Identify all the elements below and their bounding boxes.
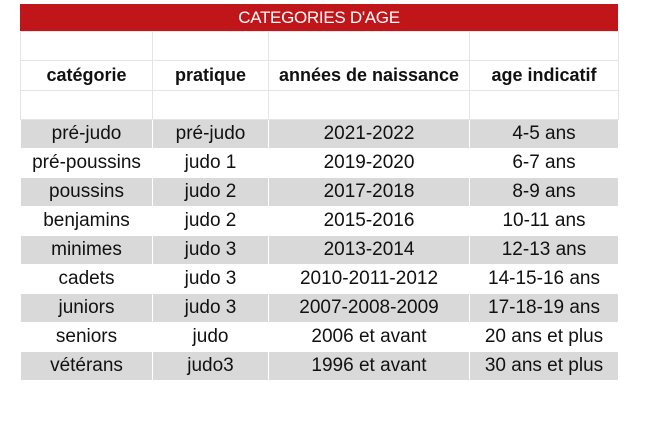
table-cell: 2006 et avant (268, 322, 470, 352)
table-cell (20, 31, 153, 61)
table-cell: 10-11 ans (469, 206, 619, 236)
table-row: vétérans judo3 1996 et avant 30 ans et plus (20, 351, 619, 381)
table-cell: pré-judo (152, 119, 269, 149)
table-cell: 1996 et avant (268, 351, 470, 381)
table-cell: judo 3 (152, 264, 269, 294)
table-cell: 12-13 ans (469, 235, 619, 265)
table-cell: benjamins (20, 206, 153, 236)
table-cell (152, 31, 269, 61)
table-cell (268, 31, 470, 61)
table-cell: 6-7 ans (469, 148, 619, 178)
table-cell: 4-5 ans (469, 119, 619, 149)
table-cell: cadets (20, 264, 153, 294)
table-cell: minimes (20, 235, 153, 265)
table-row: cadets judo 3 2010-2011-2012 14-15-16 ans (20, 264, 619, 294)
table-cell: poussins (20, 177, 153, 207)
age-table: CATEGORIES D'AGE catégorie pratique années… (20, 4, 619, 381)
table-cell: 20 ans et plus (469, 322, 619, 352)
table-cell: 14-15-16 ans (469, 264, 619, 294)
table-cell (152, 90, 269, 120)
table-cell: vétérans (20, 351, 153, 381)
table-cell: catégorie (20, 60, 153, 91)
table-title: CATEGORIES D'AGE (20, 4, 618, 31)
table-cell: années de naissance (268, 60, 470, 91)
table-row: minimes judo 3 2013-2014 12-13 ans (20, 235, 619, 265)
table-cell: age indicatif (469, 60, 619, 91)
table-row (20, 31, 619, 61)
table-cell: pré-judo (20, 119, 153, 149)
table-cell: 2019-2020 (268, 148, 470, 178)
table-row: catégorie pratique années de naissance age … (20, 60, 619, 91)
table-cell: 2017-2018 (268, 177, 470, 207)
table-cell: 30 ans et plus (469, 351, 619, 381)
table-row: pré-judo pré-judo 2021-2022 4-5 ans (20, 119, 619, 149)
table-cell: judo 1 (152, 148, 269, 178)
table-cell: judo (152, 322, 269, 352)
table-cell (20, 90, 153, 120)
table-cell: judo3 (152, 351, 269, 381)
table: catégorie pratique années de naissance age … (20, 31, 619, 381)
table-row: poussins judo 2 2017-2018 8-9 ans (20, 177, 619, 207)
table-cell: juniors (20, 293, 153, 323)
table-row: juniors judo 3 2007-2008-2009 17-18-19 ans (20, 293, 619, 323)
table-cell: 2007-2008-2009 (268, 293, 470, 323)
table-row: seniors judo 2006 et avant 20 ans et plus (20, 322, 619, 352)
table-row: benjamins judo 2 2015-2016 10-11 ans (20, 206, 619, 236)
table-row: pré-poussins judo 1 2019-2020 6-7 ans (20, 148, 619, 178)
table-row (20, 90, 619, 120)
table-cell: judo 3 (152, 293, 269, 323)
table-cell (469, 31, 619, 61)
table-cell (268, 90, 470, 120)
table-cell: judo 2 (152, 206, 269, 236)
table-cell: 8-9 ans (469, 177, 619, 207)
table-cell: 2021-2022 (268, 119, 470, 149)
table-cell (469, 90, 619, 120)
table-cell: pré-poussins (20, 148, 153, 178)
table-cell: judo 3 (152, 235, 269, 265)
table-cell: 2010-2011-2012 (268, 264, 470, 294)
table-cell: pratique (152, 60, 269, 91)
table-cell: 2015-2016 (268, 206, 470, 236)
table-cell: 2013-2014 (268, 235, 470, 265)
table-cell: judo 2 (152, 177, 269, 207)
table-cell: seniors (20, 322, 153, 352)
table-cell: 17-18-19 ans (469, 293, 619, 323)
